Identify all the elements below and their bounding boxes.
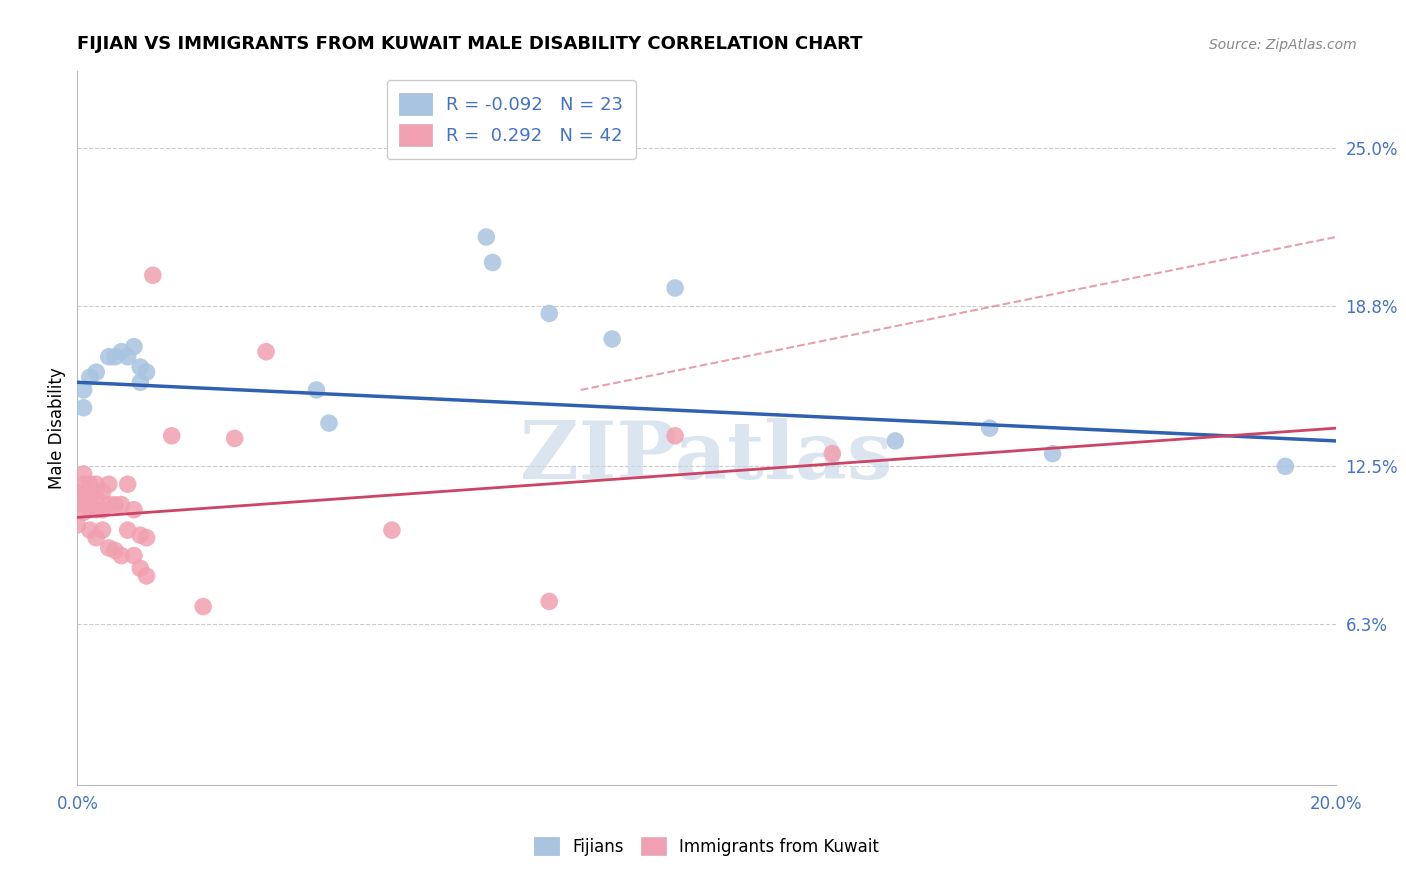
Point	[72, 477, 94, 491]
Point	[305, 383, 328, 397]
Point	[538, 306, 561, 320]
Point	[122, 340, 145, 354]
Point	[381, 523, 404, 537]
Point	[66, 518, 89, 533]
Point	[254, 344, 277, 359]
Point	[129, 359, 152, 374]
Point	[72, 467, 94, 481]
Point	[84, 531, 107, 545]
Text: FIJIAN VS IMMIGRANTS FROM KUWAIT MALE DISABILITY CORRELATION CHART: FIJIAN VS IMMIGRANTS FROM KUWAIT MALE DI…	[77, 35, 863, 53]
Point	[72, 490, 94, 504]
Point	[84, 502, 107, 516]
Point	[66, 484, 89, 499]
Point	[142, 268, 165, 283]
Point	[1042, 447, 1064, 461]
Point	[129, 528, 152, 542]
Point	[104, 350, 127, 364]
Point	[79, 490, 101, 504]
Point	[91, 484, 114, 499]
Point	[79, 477, 101, 491]
Legend: Fijians, Immigrants from Kuwait: Fijians, Immigrants from Kuwait	[527, 830, 886, 863]
Point	[97, 498, 120, 512]
Point	[160, 429, 183, 443]
Point	[884, 434, 907, 448]
Point	[600, 332, 623, 346]
Point	[122, 549, 145, 563]
Point	[110, 344, 132, 359]
Point	[318, 416, 340, 430]
Point	[664, 281, 686, 295]
Point	[122, 502, 145, 516]
Point	[135, 531, 157, 545]
Point	[1274, 459, 1296, 474]
Point	[129, 561, 152, 575]
Y-axis label: Male Disability: Male Disability	[48, 368, 66, 489]
Point	[135, 569, 157, 583]
Point	[538, 594, 561, 608]
Point	[481, 255, 503, 269]
Point	[66, 498, 89, 512]
Point	[104, 498, 127, 512]
Text: Source: ZipAtlas.com: Source: ZipAtlas.com	[1209, 38, 1357, 52]
Point	[117, 523, 139, 537]
Text: ZIPatlas: ZIPatlas	[520, 417, 893, 496]
Point	[97, 477, 120, 491]
Point	[129, 376, 152, 390]
Point	[224, 431, 246, 445]
Point	[979, 421, 1001, 435]
Point	[97, 350, 120, 364]
Point	[475, 230, 498, 244]
Point	[84, 477, 107, 491]
Point	[821, 447, 844, 461]
Point	[84, 365, 107, 379]
Point	[117, 350, 139, 364]
Point	[664, 429, 686, 443]
Point	[110, 498, 132, 512]
Point	[79, 523, 101, 537]
Point	[79, 370, 101, 384]
Point	[72, 505, 94, 519]
Point	[191, 599, 215, 614]
Point	[72, 383, 94, 397]
Point	[72, 401, 94, 415]
Point	[104, 543, 127, 558]
Point	[97, 541, 120, 555]
Point	[117, 477, 139, 491]
Point	[91, 502, 114, 516]
Point	[110, 549, 132, 563]
Point	[79, 502, 101, 516]
Point	[135, 365, 157, 379]
Point	[84, 490, 107, 504]
Point	[91, 523, 114, 537]
